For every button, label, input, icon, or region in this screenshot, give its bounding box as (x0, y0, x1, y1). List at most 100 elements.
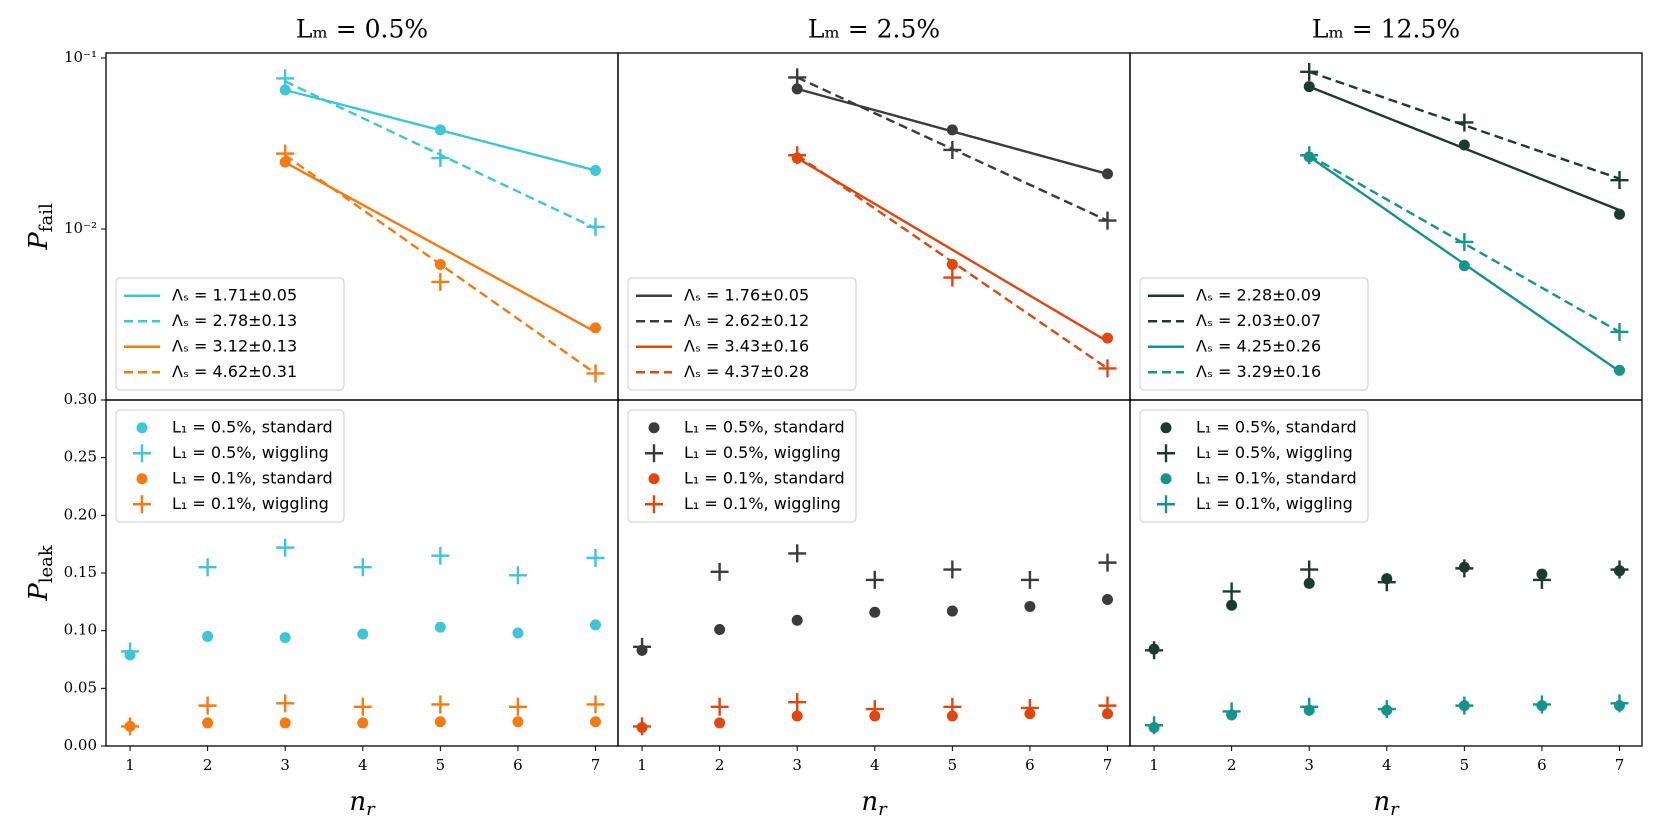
dot-marker (512, 627, 524, 639)
y-axis-label-sub: fail (36, 203, 57, 232)
x-axis-label-sub: r (878, 799, 888, 820)
legend-label: Λₛ = 2.28±0.09 (1196, 285, 1321, 304)
legend-label: Λₛ = 4.37±0.28 (684, 362, 809, 381)
y-axis-label: Pleak (24, 544, 57, 602)
plus-marker (633, 637, 652, 656)
legend-label: L₁ = 0.1%, standard (1196, 468, 1357, 487)
dot-marker (202, 717, 214, 729)
plus-marker (1455, 559, 1474, 578)
x-tick-label: 1 (637, 756, 647, 774)
fit-line (1308, 70, 1620, 180)
legend-label: L₁ = 0.1%, standard (172, 468, 333, 487)
legend-label: L₁ = 0.5%, wiggling (1196, 443, 1353, 462)
y-axis-label: Pfail (24, 203, 57, 251)
x-tick-label: 3 (1304, 756, 1314, 774)
y-tick-label: 0.30 (64, 390, 97, 408)
legend-swatch (136, 422, 148, 434)
plus-marker (1455, 696, 1474, 715)
dot-marker (714, 624, 726, 636)
y-axis-label-main: P (24, 232, 54, 251)
dot-marker (791, 710, 803, 722)
dot-marker (202, 630, 214, 642)
plus-marker (1145, 716, 1164, 735)
y-axis-label-main: P (24, 583, 54, 602)
dot-marker (590, 619, 602, 631)
plus-marker (1610, 560, 1629, 579)
x-tick-label: 1 (1149, 756, 1159, 774)
dot-marker (1614, 208, 1626, 220)
x-axis-label-sub: r (366, 799, 376, 820)
x-axis-label: nr (349, 787, 376, 820)
legend-label: Λₛ = 1.76±0.05 (684, 285, 809, 304)
plus-marker (276, 144, 295, 163)
plus-marker (431, 272, 450, 291)
legend-swatch (648, 473, 660, 485)
plus-marker (943, 268, 962, 287)
dot-marker (1614, 364, 1626, 376)
dot-marker (791, 83, 803, 95)
dot-marker (279, 632, 291, 644)
legend-label: Λₛ = 2.62±0.12 (684, 311, 809, 330)
dot-marker (1024, 600, 1036, 612)
x-axis-label: nr (861, 787, 888, 820)
legend-swatch (1157, 495, 1175, 514)
plus-marker (508, 566, 527, 585)
x-axis-label: nr (1373, 787, 1400, 820)
legend-swatch (645, 444, 663, 463)
dot-marker (1303, 81, 1315, 93)
plus-marker (943, 560, 962, 579)
panel: nr 1 2 3 4 5 6 7 L₁ = 0.5%, standard L₁ = 0.5%, w… (617, 399, 1131, 820)
legend-label: Λₛ = 3.43±0.16 (684, 336, 809, 355)
dot-marker (946, 124, 958, 136)
plus-marker (431, 546, 450, 565)
legend-box (627, 409, 857, 523)
legend-swatch (1160, 473, 1172, 485)
plus-marker (121, 642, 140, 661)
plus-marker (1300, 697, 1319, 716)
plus-marker (586, 549, 605, 568)
plus-marker (788, 544, 807, 563)
dot-marker (946, 710, 958, 722)
legend-label: L₁ = 0.1%, standard (684, 468, 845, 487)
legend-label: Λₛ = 2.78±0.13 (172, 311, 297, 330)
dot-marker (1303, 577, 1315, 589)
legend-label: L₁ = 0.5%, wiggling (684, 443, 841, 462)
x-axis-label-sub: r (1390, 799, 1400, 820)
plus-marker (943, 697, 962, 716)
dot-marker (590, 164, 602, 176)
legend: L₁ = 0.5%, standard L₁ = 0.5%, wiggling L₁… (1139, 409, 1369, 523)
legend-swatch (133, 495, 151, 514)
y-tick-label: 0.20 (64, 505, 97, 523)
plus-marker (586, 364, 605, 383)
plus-marker (943, 140, 962, 159)
panel: Pleak nr 0.00 0.05 0.10 0.15 0.20 0.25 0.30 1 2 3 4 5… (24, 390, 619, 820)
x-axis-label-main: n (861, 787, 878, 817)
panel: nr 1 2 3 4 5 6 7 L₁ = 0.5%, standard L₁ = 0.5%, w… (1129, 399, 1643, 820)
legend-box (115, 409, 345, 523)
x-tick-label: 5 (436, 756, 446, 774)
legend-label: Λₛ = 3.29±0.16 (1196, 362, 1321, 381)
legend-label: Λₛ = 3.12±0.13 (172, 336, 297, 355)
y-tick-label: 10⁻¹ (64, 48, 97, 66)
panel-title: Lₘ = 12.5% (1312, 15, 1460, 44)
plus-marker (198, 696, 217, 715)
y-tick-label: 0.15 (64, 563, 97, 581)
y-tick-label: 0.05 (64, 678, 97, 696)
x-tick-label: 5 (948, 756, 958, 774)
legend-swatch (645, 495, 663, 514)
x-tick-label: 4 (1382, 756, 1392, 774)
dot-marker (279, 84, 291, 96)
legend-swatch (648, 422, 660, 434)
x-tick-label: 2 (1227, 756, 1237, 774)
plus-marker (1377, 700, 1396, 719)
legend-box (1139, 277, 1369, 391)
plus-marker (865, 700, 884, 719)
plus-marker (710, 697, 729, 716)
plus-marker (198, 558, 217, 577)
dot-marker (434, 259, 446, 271)
plus-marker (431, 695, 450, 714)
legend-label: L₁ = 0.5%, wiggling (172, 443, 329, 462)
x-tick-label: 3 (792, 756, 802, 774)
plus-marker (276, 694, 295, 713)
